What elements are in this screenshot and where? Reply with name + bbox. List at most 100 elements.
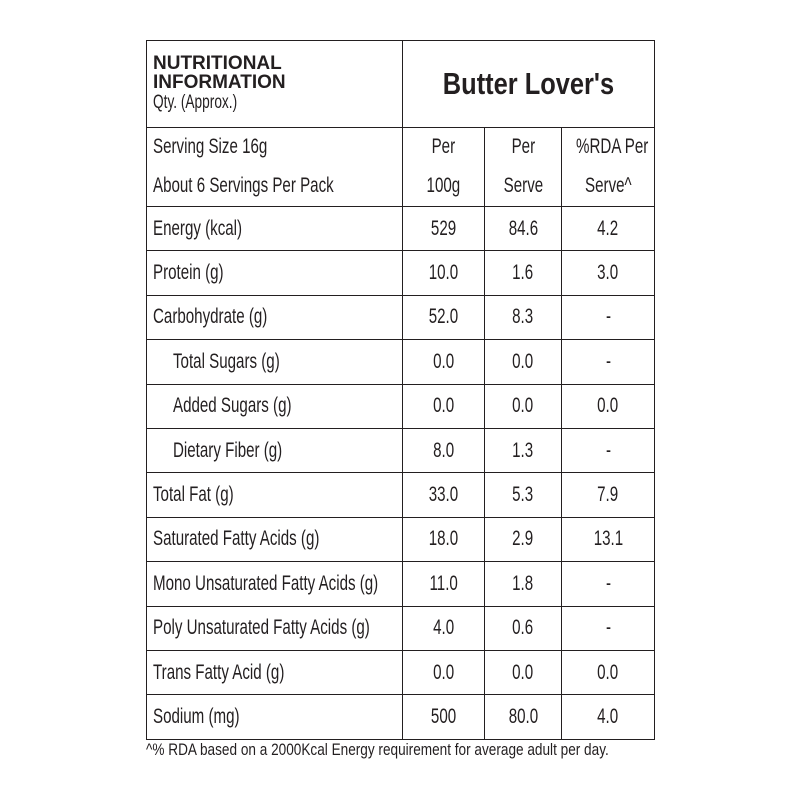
- nutrient-value: -: [605, 616, 611, 640]
- nutrient-name-cell: Total Sugars (g): [146, 339, 403, 385]
- nutrient-value: 0.0: [597, 660, 619, 684]
- header-title: INFORMATION: [153, 72, 286, 93]
- nutrient-row: Poly Unsaturated Fatty Acids (g) 4.0 0.6 -: [146, 605, 656, 651]
- column-header-text: Serve: [503, 174, 543, 197]
- nutrient-value-cell: -: [560, 561, 656, 607]
- nutrient-value-cell: 8.3: [484, 294, 562, 341]
- nutrient-value-cell: 0.0: [484, 649, 562, 696]
- nutrient-value-cell: 7.9: [560, 472, 656, 518]
- footnote-text: ^% RDA based on a 2000Kcal Energy requir…: [146, 740, 609, 759]
- nutrient-name-cell: Trans Fatty Acid (g): [146, 649, 403, 696]
- column-header-text: Per: [431, 135, 456, 158]
- nutrient-value-cell: 4.0: [560, 694, 656, 740]
- nutrient-value-cell: 0.0: [560, 649, 656, 696]
- nutrient-value: 1.8: [512, 571, 534, 595]
- nutrient-name-cell: Mono Unsaturated Fatty Acids (g): [146, 561, 403, 607]
- nutrient-value: 4.0: [597, 704, 619, 728]
- nutrition-table: NUTRITIONAL INFORMATION Qty. (Approx.) Butt…: [146, 40, 656, 740]
- nutrient-value-cell: 0.0: [484, 383, 562, 429]
- nutrient-name-cell: Added Sugars (g): [146, 383, 403, 429]
- nutrient-value: 80.0: [508, 704, 538, 728]
- nutrient-value: -: [605, 349, 611, 373]
- nutrient-value: 11.0: [429, 571, 458, 595]
- nutrient-value: 1.6: [512, 261, 534, 285]
- product-cell: Butter Lover's: [401, 40, 656, 128]
- nutrient-name: Trans Fatty Acid (g): [153, 660, 285, 684]
- nutrient-value-cell: 1.3: [484, 427, 562, 474]
- nutrient-row: Added Sugars (g) 0.0 0.0 0.0: [146, 383, 656, 429]
- nutrient-name: Carbohydrate (g): [153, 305, 268, 329]
- nutrient-value-cell: 0.0: [402, 649, 485, 696]
- nutrient-value-cell: 11.0: [402, 561, 485, 607]
- column-header-text: 100g: [426, 174, 461, 197]
- qty-label: Qty. (Approx.): [153, 92, 238, 113]
- column-header-line: 100g: [404, 167, 484, 206]
- nutrient-value: -: [605, 438, 611, 462]
- nutrient-value-cell: -: [560, 339, 656, 385]
- nutrient-row: Total Fat (g) 33.0 5.3 7.9: [146, 472, 656, 518]
- nutrient-value-cell: 4.2: [560, 205, 656, 252]
- nutrient-value: 0.0: [432, 660, 455, 684]
- nutrient-value: 52.0: [428, 305, 459, 329]
- column-header-line: Per: [486, 129, 561, 168]
- nutrient-value-cell: 0.0: [402, 339, 485, 385]
- nutrient-name-cell: Carbohydrate (g): [146, 294, 403, 341]
- serving-line: About 6 Servings Per Pack: [153, 167, 402, 206]
- column-header: Per Serve: [484, 127, 562, 207]
- nutrient-value: 500: [430, 704, 457, 728]
- nutrient-value: 10.0: [428, 261, 459, 285]
- nutrient-value-cell: 0.0: [560, 383, 656, 429]
- nutrient-value: -: [605, 305, 611, 329]
- nutrient-name: Energy (kcal): [153, 216, 243, 240]
- column-header-line: Per: [404, 129, 484, 168]
- nutrient-name-cell: Dietary Fiber (g): [146, 427, 403, 474]
- nutrient-value-cell: 80.0: [484, 694, 562, 740]
- nutrient-value: 0.0: [597, 394, 619, 418]
- nutrient-value-cell: 2.9: [484, 516, 562, 563]
- nutrient-value: 0.0: [512, 349, 534, 373]
- serving-line: Serving Size 16g: [153, 129, 402, 168]
- column-header: Per 100g: [402, 127, 485, 207]
- column-header-text: %RDA Per: [576, 135, 649, 158]
- nutrient-value: 0.0: [512, 394, 534, 418]
- nutrient-value: 0.0: [432, 394, 455, 418]
- nutrient-value: 8.3: [512, 305, 534, 329]
- nutrient-value-cell: -: [560, 605, 656, 651]
- nutrient-row: Mono Unsaturated Fatty Acids (g) 11.0 1.8 -: [146, 561, 656, 607]
- nutrient-name: Total Sugars (g): [173, 349, 280, 373]
- nutrient-name: Saturated Fatty Acids (g): [153, 527, 320, 551]
- column-header: %RDA Per Serve^: [560, 127, 656, 207]
- nutrient-value-cell: 5.3: [484, 472, 562, 518]
- nutrient-value: 84.6: [508, 216, 538, 240]
- nutrient-name-cell: Protein (g): [146, 250, 403, 296]
- nutrient-row: Dietary Fiber (g) 8.0 1.3 -: [146, 427, 656, 474]
- column-header-line: %RDA Per: [563, 129, 654, 168]
- serving-text: Serving Size 16g: [153, 135, 268, 158]
- nutrient-value: 1.3: [512, 438, 534, 462]
- nutrient-value-cell: 0.6: [484, 605, 562, 651]
- nutrient-value-cell: 4.0: [402, 605, 485, 651]
- nutrient-name: Mono Unsaturated Fatty Acids (g): [153, 571, 379, 595]
- nutrient-value: 0.0: [432, 349, 455, 373]
- nutrient-value-cell: 1.8: [484, 561, 562, 607]
- nutrient-value: 5.3: [512, 483, 534, 507]
- nutrient-row: Energy (kcal) 529 84.6 4.2: [146, 205, 656, 252]
- nutrient-value-cell: 33.0: [402, 472, 485, 518]
- nutrient-value-cell: -: [560, 427, 656, 474]
- header-title: NUTRITIONAL: [153, 53, 282, 74]
- nutrient-name-cell: Sodium (mg): [146, 694, 403, 740]
- nutrient-name: Poly Unsaturated Fatty Acids (g): [153, 616, 370, 640]
- nutrient-value: -: [605, 571, 611, 595]
- product-name: Butter Lover's: [442, 66, 615, 101]
- nutrient-value-cell: 0.0: [402, 383, 485, 429]
- nutrient-value: 13.1: [593, 527, 623, 551]
- nutrient-value: 2.9: [512, 527, 534, 551]
- nutrient-value-cell: 13.1: [560, 516, 656, 563]
- nutrient-value-cell: 1.6: [484, 250, 562, 296]
- nutrient-name-cell: Energy (kcal): [146, 205, 403, 252]
- subheader-row: Serving Size 16g About 6 Servings Per Pac…: [146, 127, 656, 207]
- nutrient-row: Carbohydrate (g) 52.0 8.3 -: [146, 294, 656, 341]
- nutrient-value-cell: 18.0: [402, 516, 485, 563]
- nutrient-row: Protein (g) 10.0 1.6 3.0: [146, 250, 656, 296]
